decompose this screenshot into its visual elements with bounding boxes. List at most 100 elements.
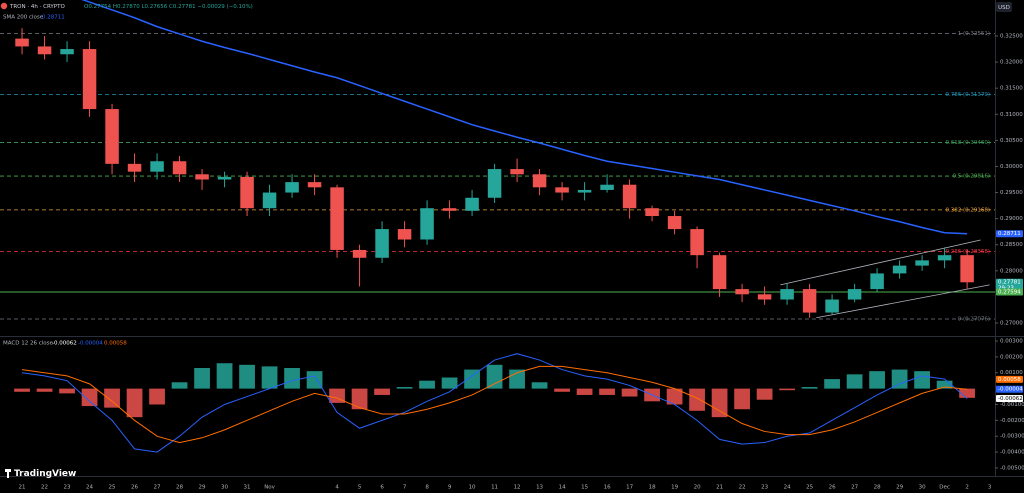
price-badge	[996, 288, 1023, 296]
x-tick-label: 20	[694, 485, 701, 491]
histogram-bar	[104, 388, 120, 408]
histogram-bar	[599, 388, 615, 395]
x-tick-label: 25	[109, 485, 116, 491]
histogram-bar	[689, 388, 705, 411]
axes: 0.32500 0.32000 0.31500 0.31000 0.30500 0.300…	[19, 34, 1024, 491]
x-tick-label: 27	[851, 485, 858, 491]
x-tick-label: 27	[154, 485, 161, 491]
x-tick-label: Dec	[939, 485, 950, 491]
y-tick-label: -0.00300	[1000, 434, 1024, 440]
candle-body	[217, 176, 232, 180]
y-tick-label: 0.31000	[1000, 112, 1023, 118]
fib-label: 1 (0.32551)	[958, 31, 990, 37]
candle-body	[645, 208, 659, 217]
histogram-bar	[869, 371, 885, 389]
candle-body	[712, 255, 727, 290]
candle-body	[532, 174, 547, 188]
histogram-bar	[149, 388, 165, 405]
histogram-bar	[59, 388, 75, 394]
symbol-title[interactable]: TRON · 4h · CRYPTO	[9, 4, 65, 10]
y-tick-label: -0.00500	[1000, 465, 1024, 471]
candle-body	[397, 229, 412, 240]
y-tick-label: 0.29000	[1000, 216, 1023, 222]
price-badge-label: 0.27781	[998, 280, 1021, 286]
candle-body	[690, 229, 704, 256]
x-tick-label: 25	[806, 485, 813, 491]
histogram-bar	[914, 371, 930, 389]
macd-badge-label: 0.00058	[998, 377, 1021, 383]
candle-body	[127, 163, 142, 172]
macd-badge	[996, 385, 1023, 393]
price-badge-label: 0.28711	[998, 231, 1021, 237]
histogram-bar	[779, 388, 795, 391]
candle-body	[937, 255, 952, 261]
histogram-bar	[666, 388, 683, 405]
symbol-logo	[0, 2, 8, 10]
histogram-bar	[14, 388, 30, 392]
x-tick-label: 16	[604, 485, 611, 491]
macd-label: MACD 12 26 close	[3, 341, 54, 347]
sma-line	[81, 0, 968, 235]
candle-body	[240, 176, 254, 209]
macd-legend-value: -0.00062	[52, 341, 77, 347]
currency[interactable]: USD	[998, 5, 1010, 11]
y-tick-label: -0.00200	[1000, 418, 1024, 424]
candle-body	[307, 182, 322, 188]
channel-line	[816, 284, 990, 319]
histogram-bar	[216, 363, 233, 389]
histogram-bar	[846, 374, 863, 389]
candle-body	[15, 38, 29, 47]
candle-body	[780, 289, 794, 300]
macd-legend-value: 0.00058	[104, 341, 127, 347]
macd-badge	[996, 375, 1023, 383]
ohlc-line: O0.27754 H0.27870 L0.27656 C0.27781 −0.0…	[84, 4, 253, 10]
x-tick-label: 23	[64, 485, 71, 491]
price-badge	[996, 278, 1023, 292]
x-tick-label: 30	[919, 485, 926, 491]
candle-body	[442, 208, 457, 211]
x-tick-label: 3	[988, 485, 992, 491]
histogram-bar	[81, 388, 98, 407]
candle-body	[892, 265, 907, 274]
x-tick-label: 31	[244, 485, 251, 491]
histogram-bar	[711, 388, 728, 418]
x-tick-label: 22	[739, 485, 746, 491]
histogram-bar	[419, 380, 435, 389]
y-tick-label: 0.28500	[1000, 242, 1023, 248]
histogram-bar	[351, 388, 368, 410]
x-tick-label: 13	[536, 485, 543, 491]
macd-badge	[996, 394, 1023, 402]
x-tick-label: 28	[874, 485, 881, 491]
x-tick-label: 15	[581, 485, 588, 491]
x-tick-label: 24	[86, 485, 93, 491]
x-tick-label: 24	[784, 485, 791, 491]
sma-label: SMA 200 close	[3, 15, 44, 21]
brand: TradingView	[14, 469, 76, 479]
candle-body	[262, 192, 277, 209]
candle-body	[577, 189, 592, 193]
histogram-bar	[554, 388, 570, 392]
candle-body	[420, 208, 434, 240]
candle-body	[487, 169, 502, 198]
x-tick-label: 18	[649, 485, 656, 491]
histogram-bar	[374, 388, 390, 395]
histogram-bar	[824, 379, 840, 389]
histogram-bar	[36, 388, 53, 392]
macd-pane	[14, 353, 975, 453]
x-tick-label: 22	[41, 485, 48, 491]
candle-body	[622, 184, 637, 209]
x-tick-label: 4	[335, 485, 339, 491]
y-tick-label: 0.32500	[1000, 34, 1023, 40]
candle-body	[667, 216, 682, 230]
candle-body	[82, 49, 97, 110]
x-tick-label: 21	[19, 485, 26, 491]
histogram-bar	[576, 388, 593, 395]
x-tick-label: 30	[221, 485, 228, 491]
histogram-bar	[194, 367, 210, 389]
histogram-bar	[306, 371, 323, 389]
histogram-bar	[126, 388, 143, 418]
currency-button[interactable]	[996, 2, 1012, 12]
histogram-bar	[239, 364, 255, 389]
histogram-bar	[486, 364, 503, 389]
